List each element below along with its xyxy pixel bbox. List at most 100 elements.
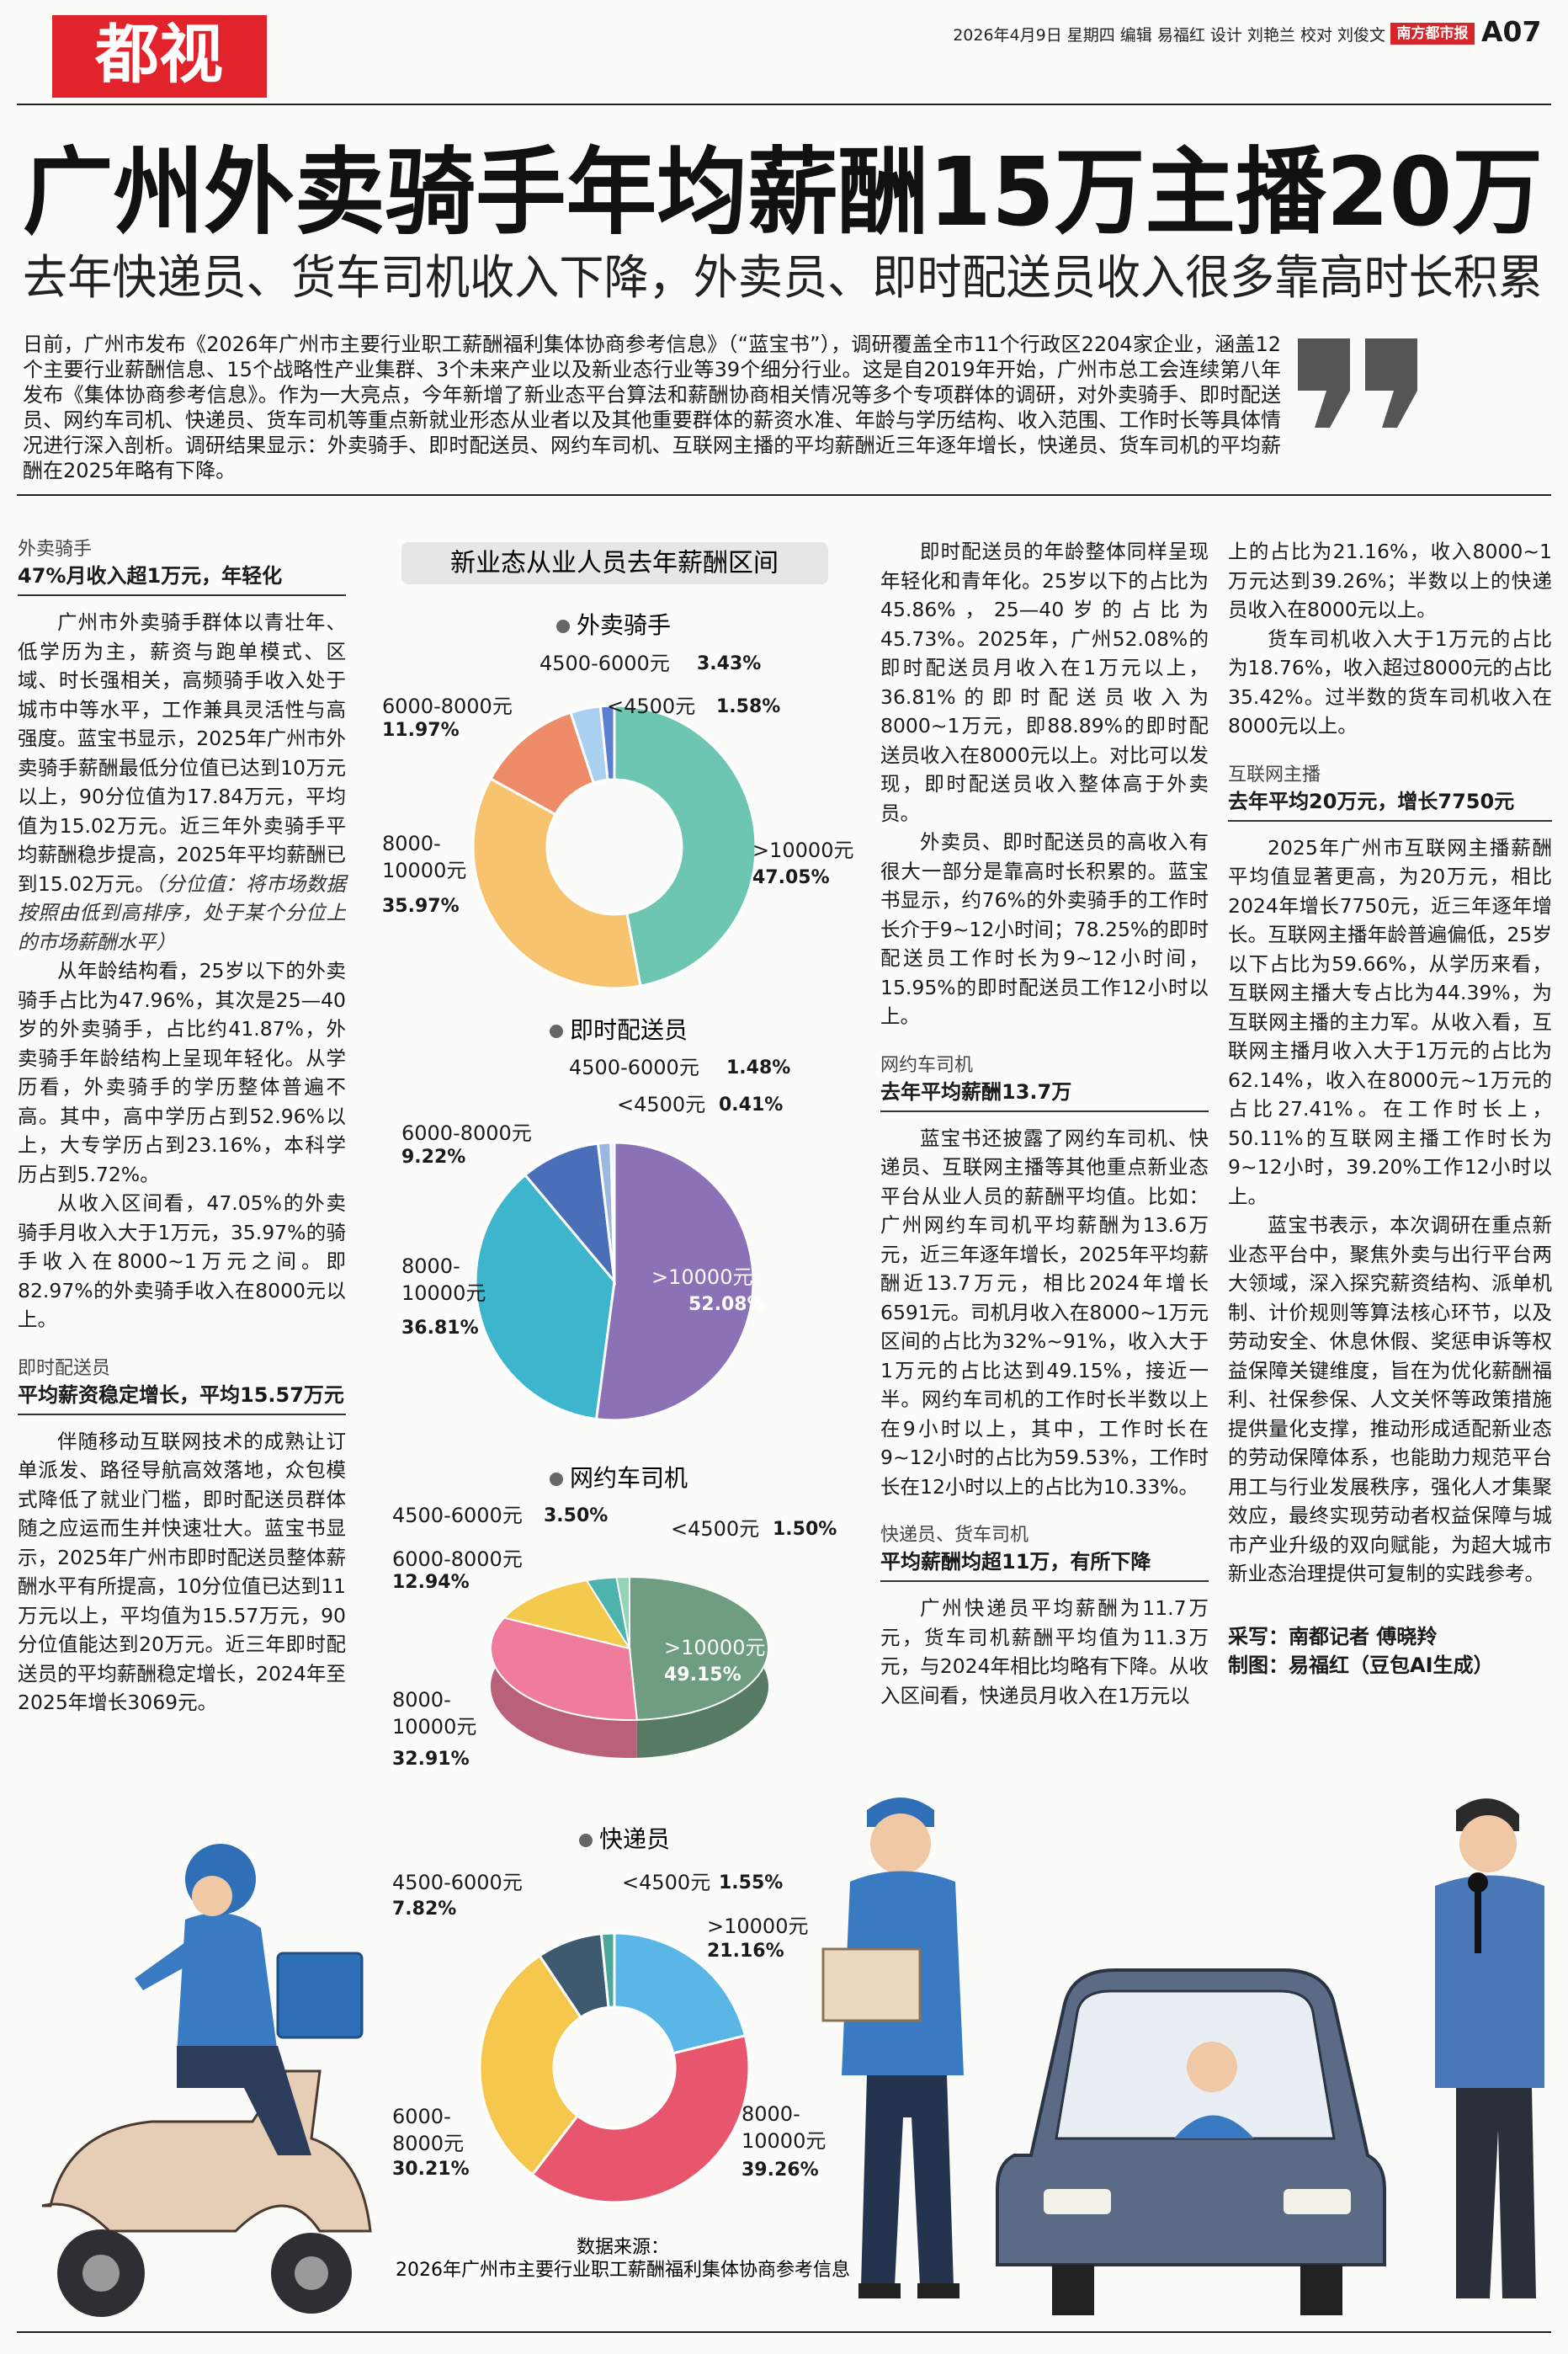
chart-title: 快递员 <box>599 1825 670 1853</box>
value-label: 39.26% <box>741 2160 819 2181</box>
scooter-rider-part <box>192 1876 232 1916</box>
paragraph: 从收入区间看，47.05%的外卖骑手月收入大于1万元，35.97%的骑手收入在8… <box>18 1189 346 1334</box>
paragraph-text: 即时配送员的年龄整体同样呈现年轻化和青年化。25岁以下的占比为45.86%，25… <box>880 540 1209 825</box>
slice <box>598 704 616 782</box>
category-label-line: 8000- <box>392 1688 451 1712</box>
text-column: 外卖骑手 47%月收入超1万元，年轻化 广州市外卖骑手群体以青壮年、低学历为主，薪资… <box>18 537 346 1718</box>
value-label: 49.15% <box>664 1664 741 1686</box>
chart-title: 网约车司机 <box>570 1464 688 1492</box>
slice <box>613 1931 747 2055</box>
value-label: 35.97% <box>382 896 460 917</box>
chart-group-box <box>401 542 828 584</box>
section-label: 外卖骑手 <box>18 539 93 560</box>
paper-logo: 南方都市报 <box>1390 23 1475 45</box>
category-label: 8000- 10000元 <box>741 2102 826 2153</box>
paragraph-text: 2025年广州市互联网主播薪酬平均值显著更高，为20万元，相比2024年增长77… <box>1228 835 1552 1208</box>
category-label: 8000- 10000元 <box>382 832 466 882</box>
paragraph: 货车司机收入大于1万元的占比为18.76%，收入超过8000元的占比35.42%… <box>1228 625 1552 741</box>
courier-part <box>821 1947 922 2022</box>
category-label: >10000元 <box>707 1915 808 1938</box>
credit: 制图：易福红（豆包AI生成） <box>1228 1653 1494 1677</box>
paragraph: 蓝宝书还披露了网约车司机、快递员、互联网主播等其他重点新业态平台从业人员的薪酬平… <box>880 1124 1209 1502</box>
article-section: 即时配送员的年龄整体同样呈现年轻化和青年化。25岁以下的占比为45.86%，25… <box>880 537 1209 1031</box>
scooter-rider-part <box>41 2069 372 2233</box>
quote-mark <box>1298 338 1417 428</box>
slice <box>474 1173 616 1421</box>
page-number: A07 <box>1481 15 1542 48</box>
category-label: >10000元 <box>664 1636 765 1659</box>
car <box>996 1968 1386 2315</box>
slice <box>471 776 642 990</box>
courier-part <box>917 2283 959 2298</box>
section-name: 都视 <box>94 17 223 92</box>
paragraph-text: 从年龄结构看，25岁以下的外卖骑手占比为47.96%，其次是25—40岁的外卖骑… <box>18 959 346 1186</box>
courier <box>821 1797 964 2298</box>
category-label: 8000- 10000元 <box>401 1254 486 1305</box>
title-dot <box>550 1025 563 1038</box>
source-text: 2026年广州市主要行业职工薪酬福利集体协商参考信息 <box>396 2260 850 2281</box>
paragraph-text: 蓝宝书还披露了网约车司机、快递员、互联网主播等其他重点新业态平台从业人员的薪酬平… <box>880 1126 1209 1499</box>
value-label: 36.81% <box>401 1318 479 1339</box>
slice <box>594 1141 755 1422</box>
intro: 日前，广州市发布《2026年广州市主要行业职工薪酬福利集体协商参考信息》（“蓝宝… <box>23 333 1281 482</box>
streamer <box>1435 1798 1544 2298</box>
category-label-line: 8000- <box>741 2102 800 2126</box>
paragraph-text: 货车司机收入大于1万元的占比为18.76%，收入超过8000元的占比35.42%… <box>1228 626 1552 738</box>
value-label: 32.91% <box>392 1749 470 1770</box>
slice-side <box>490 1617 637 1759</box>
section-heading: 平均薪酬均超11万，有所下降 <box>880 1548 1209 1582</box>
paragraph: 即时配送员的年龄整体同样呈现年轻化和青年化。25岁以下的占比为45.86%，25… <box>880 537 1209 828</box>
car-part <box>1187 2042 1237 2092</box>
category-label: >10000元 <box>752 839 853 862</box>
category-label: 6000-8000元 <box>382 695 513 718</box>
value-label: 1.50% <box>773 1519 837 1540</box>
section-heading: 平均薪资稳定增长，平均15.57万元 <box>18 1382 346 1415</box>
value-label: 21.16% <box>707 1941 784 1962</box>
slice <box>609 1141 616 1282</box>
category-label-line: 6000- <box>392 2105 451 2128</box>
category-label: 4500-6000元 <box>539 652 670 675</box>
value-label: 1.48% <box>726 1057 790 1078</box>
section-heading: 去年平均20万元，增长7750元 <box>1228 788 1552 822</box>
value-label: 1.55% <box>719 1872 783 1893</box>
credit: 采写：南都记者 傅晓羚 <box>1228 1624 1438 1648</box>
streamer-part <box>1435 1875 1544 2088</box>
category-label-line: 8000- <box>401 1254 460 1278</box>
slice <box>478 1953 583 2177</box>
streamer-part <box>1475 1886 1481 1953</box>
paragraph: 广州市外卖骑手群体以青壮年、低学历为主，薪资与跑单模式、区域、时长强相关，高频骑… <box>18 608 346 956</box>
slice <box>615 1575 630 1649</box>
value-label: 3.43% <box>697 653 761 674</box>
slice <box>523 1142 617 1286</box>
article-section: 互联网主播 去年平均20万元，增长7750元 2025年广州市互联网主播薪酬平均值显… <box>1228 763 1552 1589</box>
paragraph-text: 蓝宝书表示，本次调研在重点新业态平台中，聚焦外卖与出行平台两大领域，深入探究薪资… <box>1228 1213 1552 1585</box>
headline: 广州外卖骑手年均薪酬15万主播20万 <box>23 138 1543 248</box>
category-label: 4500-6000元 <box>569 1056 699 1079</box>
category-label-line: 10000元 <box>382 859 466 882</box>
paragraph: 蓝宝书表示，本次调研在重点新业态平台中，聚焦外卖与出行平台两大领域，深入探究薪资… <box>1228 1211 1552 1589</box>
category-label: 4500-6000元 <box>392 1504 523 1527</box>
article-section: 外卖骑手 47%月收入超1万元，年轻化 广州市外卖骑手群体以青壮年、低学历为主，薪资… <box>18 537 346 1334</box>
paragraph-text: 从收入区间看，47.05%的外卖骑手月收入大于1万元，35.97%的骑手收入在8… <box>18 1191 346 1331</box>
section-label: 网约车司机 <box>880 1054 974 1076</box>
category-label-line: 10000元 <box>392 1715 476 1739</box>
paragraph: 从年龄结构看，25岁以下的外卖骑手占比为47.96%，其次是25—40岁的外卖骑… <box>18 956 346 1189</box>
text-column: 即时配送员的年龄整体同样呈现年轻化和青年化。25岁以下的占比为45.86%，25… <box>880 537 1209 1710</box>
section-heading: 去年平均薪酬13.7万 <box>880 1078 1209 1112</box>
paragraph-text: 伴随移动互联网技术的成熟让订单派发、路径导航高效落地，众包模式降低了就业门槛，即… <box>18 1429 346 1715</box>
category-label: 6000-8000元 <box>392 1547 523 1571</box>
scooter-rider-part <box>177 2046 311 2155</box>
paragraph: 广州快递员平均薪酬为11.7万元，货车司机薪酬平均值为11.3万元，与2024年… <box>880 1594 1209 1710</box>
section-label: 互联网主播 <box>1228 764 1321 786</box>
paragraph-text: 广州快递员平均薪酬为11.7万元，货车司机薪酬平均值为11.3万元，与2024年… <box>880 1596 1209 1707</box>
article-section: 上的占比为21.16%，收入8000~1万元达到39.26%；半数以上的快递员收… <box>1228 537 1552 741</box>
article-section: 快递员、货车司机 平均薪酬均超11万，有所下降 广州快递员平均薪酬为11.7万元，货… <box>880 1523 1209 1710</box>
slice <box>530 2033 751 2204</box>
value-label: 12.94% <box>392 1572 470 1593</box>
category-label: <4500元 <box>607 695 695 718</box>
credits: 采写：南都记者 傅晓羚制图：易福红（豆包AI生成） <box>1228 1622 1552 1680</box>
courier-part <box>861 2075 954 2286</box>
category-label: 6000- 8000元 <box>392 2105 464 2155</box>
category-label-line: 8000元 <box>392 2132 464 2155</box>
scooter-rider-part <box>276 1952 364 2039</box>
